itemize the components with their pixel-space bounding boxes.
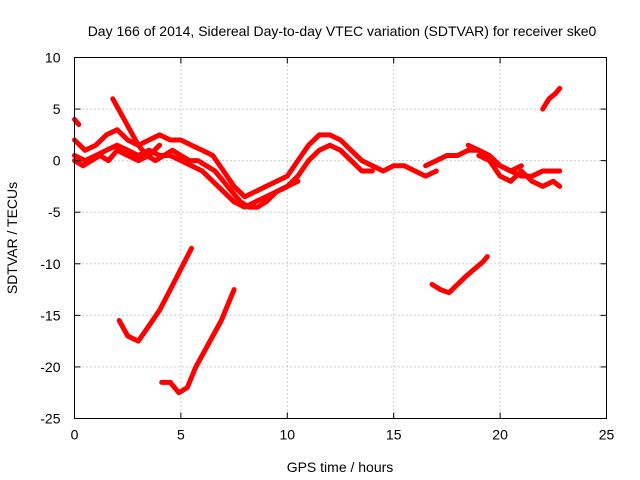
data-series-track-8 xyxy=(465,142,524,174)
y-tick-label: -5 xyxy=(48,204,61,220)
y-tick-label: 0 xyxy=(53,153,61,169)
data-series-track-1 xyxy=(72,127,439,200)
axis-ticks: 0 5 10 15 20 25 10 5 0 -5 -10 -15 -20 -25 xyxy=(40,50,614,443)
y-tick-label: 5 xyxy=(53,101,61,117)
data-series-track-3 xyxy=(110,96,301,210)
plot-area xyxy=(72,85,563,396)
plot-frame xyxy=(74,57,607,419)
data-series-track-7 xyxy=(476,153,563,189)
x-tick-label: 0 xyxy=(71,427,79,443)
chart-title: Day 166 of 2014, Sidereal Day-to-day VTE… xyxy=(88,23,597,39)
data-series-track-10 xyxy=(116,245,194,344)
data-series-track-4 xyxy=(72,142,163,169)
y-tick-label: -25 xyxy=(40,411,60,427)
y-tick-label: 10 xyxy=(45,50,61,66)
data-series-track-2 xyxy=(72,142,375,210)
x-tick-label: 15 xyxy=(386,427,402,443)
y-tick-label: -15 xyxy=(40,307,60,323)
x-tick-label: 10 xyxy=(280,427,296,443)
data-series-track-12 xyxy=(429,254,490,296)
y-axis-label: SDTVAR / TECUs xyxy=(4,182,20,294)
y-tick-label: -20 xyxy=(40,359,60,375)
x-axis-label: GPS time / hours xyxy=(287,459,394,475)
x-tick-label: 25 xyxy=(599,427,615,443)
x-tick-label: 20 xyxy=(492,427,508,443)
data-series-track-5 xyxy=(72,116,82,127)
y-tick-label: -10 xyxy=(40,256,60,272)
grid xyxy=(74,57,607,419)
data-series-track-11 xyxy=(159,287,237,396)
x-tick-label: 5 xyxy=(177,427,185,443)
data-series-track-9 xyxy=(540,85,563,112)
